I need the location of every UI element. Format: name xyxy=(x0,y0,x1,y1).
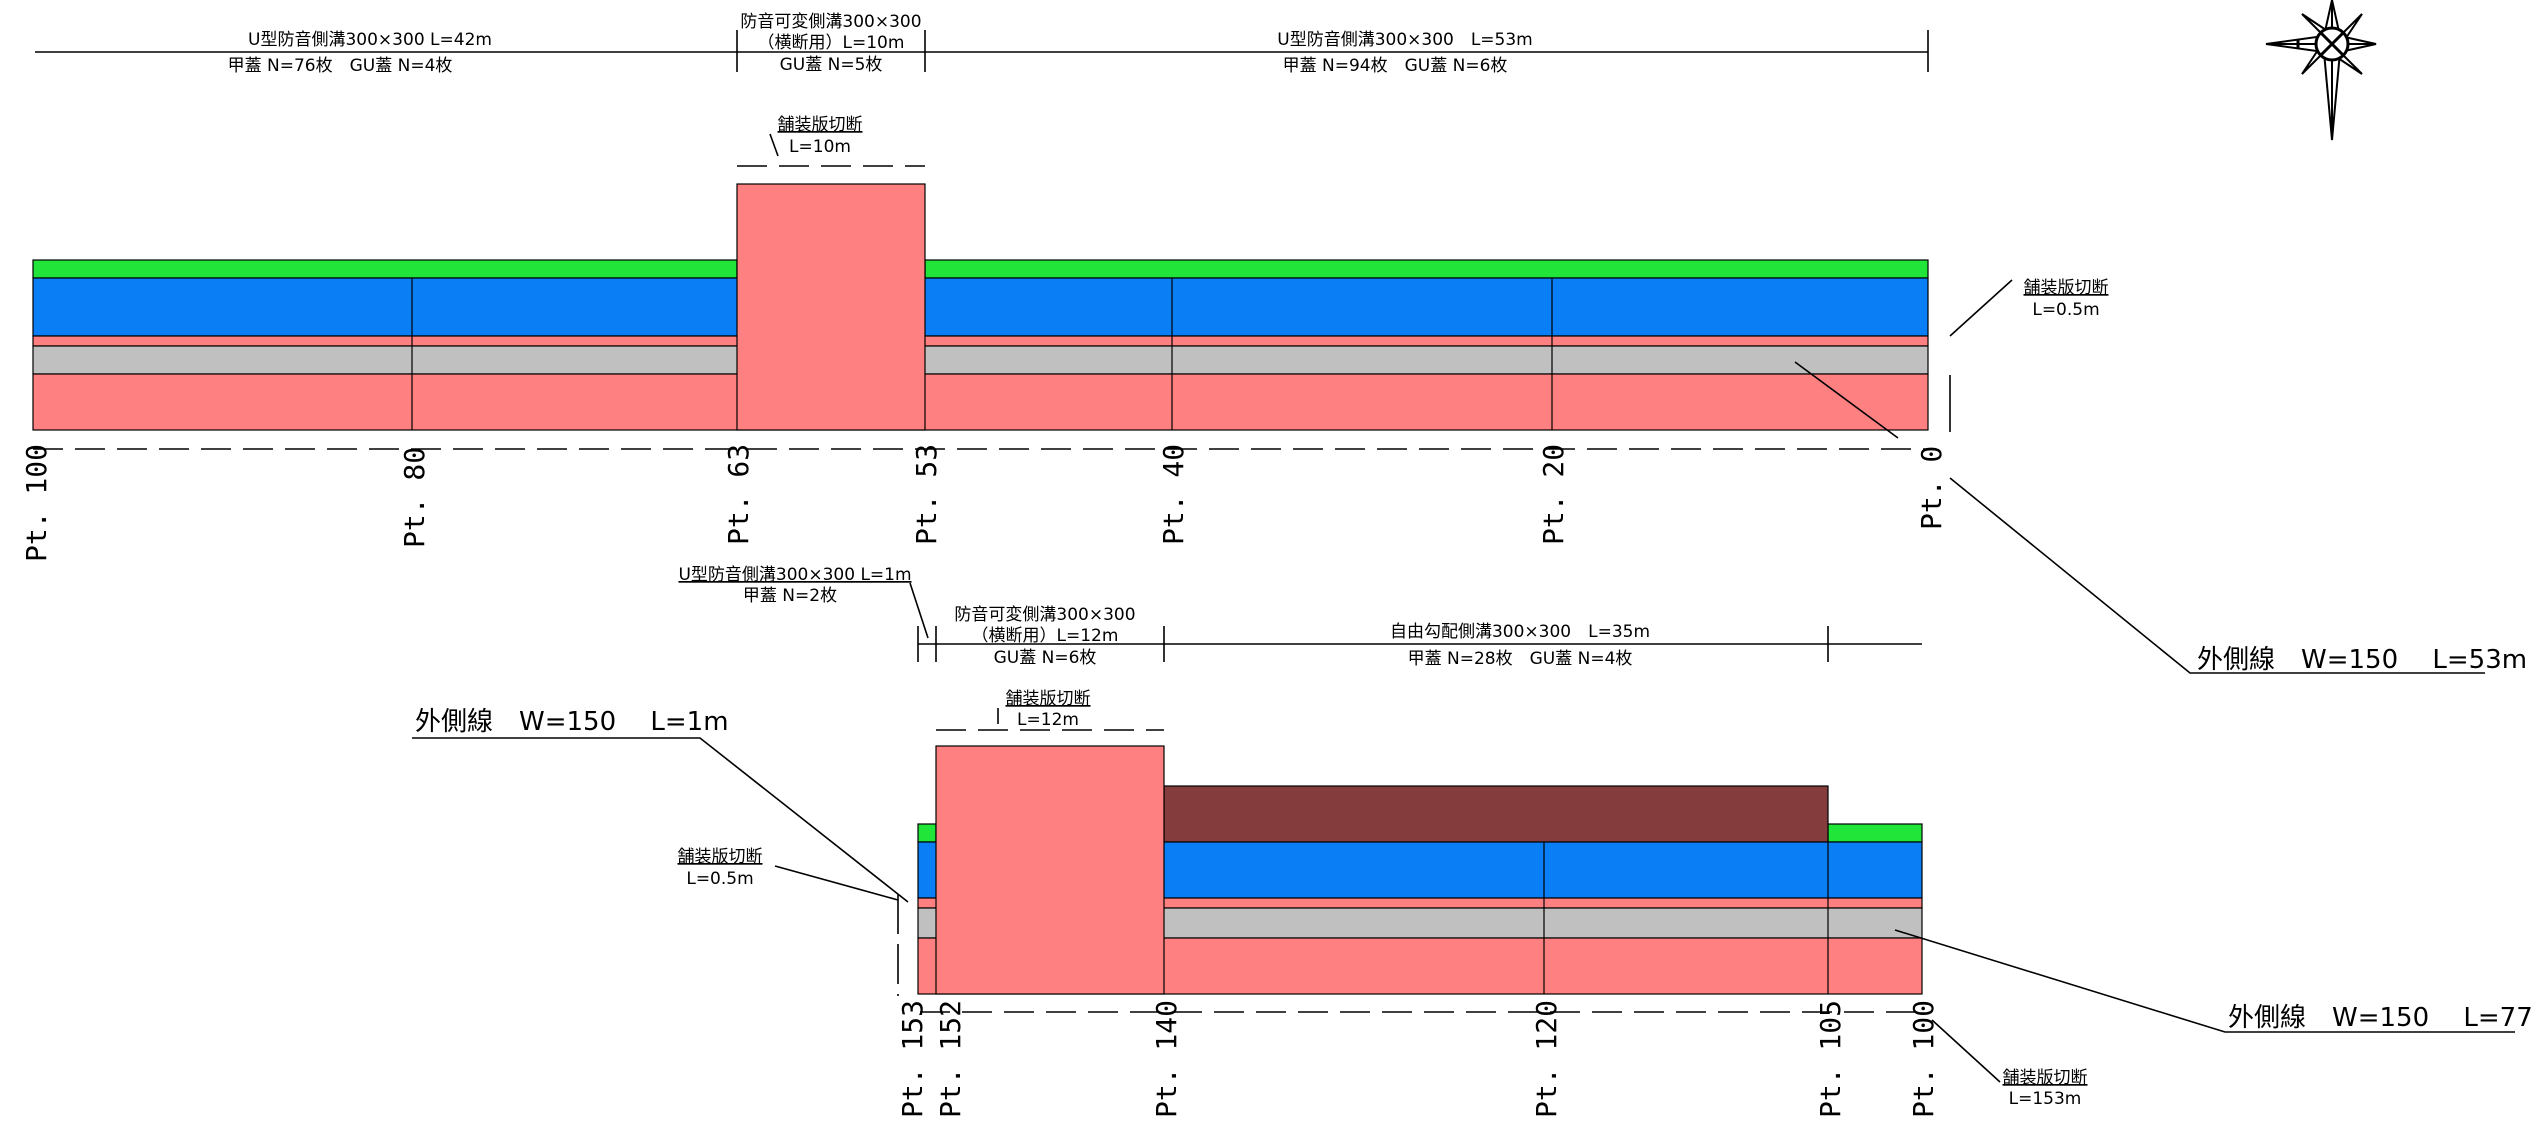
bottom-seg0-line2: 甲蓋 N=2枚 xyxy=(743,586,837,606)
bottom-left-cut-length: L=0.5m xyxy=(686,869,753,889)
top-pink-band xyxy=(32,373,1929,431)
bottom-end-cut-leader xyxy=(1931,1019,2001,1083)
top-point-label: Pt. 40 xyxy=(1157,444,1190,545)
bottom-cut-length: L=12m xyxy=(1017,710,1079,730)
top-seg2-line1: 防音可変側溝300×300 xyxy=(740,12,921,32)
top-cut-length: L=10m xyxy=(789,137,851,157)
top-outer-arrow xyxy=(1794,361,1899,439)
bottom-point-label: Pt. 105 xyxy=(1814,1000,1847,1118)
bottom-left-cut-title: 舗装版切断 xyxy=(678,847,763,867)
bottom-outer-left-label: 外側線 W=150 L=1m xyxy=(415,707,729,737)
bottom-seg2-line2: 甲蓋 N=28枚 GU蓋 N=4枚 xyxy=(1408,649,1633,669)
top-cut-leader xyxy=(769,133,779,157)
bottom-point-label: Pt. 120 xyxy=(1530,1000,1563,1118)
bottom-green-strip xyxy=(1827,823,1923,843)
top-section: U型防音側溝300×300 L=42m 甲蓋 N=76枚 GU蓋 N=4枚 防音… xyxy=(20,12,2527,675)
bottom-left-cut-leader xyxy=(774,865,899,901)
top-cut-title: 舗装版切断 xyxy=(778,115,863,135)
bottom-seg1-line1: 防音可変側溝300×300 xyxy=(954,605,1135,625)
bottom-seg1-line2: （横断用）L=12m xyxy=(972,626,1119,646)
top-green-strip xyxy=(924,259,1929,279)
bottom-outer-left-leader xyxy=(412,737,909,903)
bottom-outer-right-leader xyxy=(1894,929,2515,1033)
bottom-brown-block xyxy=(1163,785,1829,843)
top-point-label: Pt. 80 xyxy=(398,447,431,548)
top-point-label: Pt. 63 xyxy=(722,444,755,545)
top-outer-line-label: 外側線 W=150 L=53m xyxy=(2197,645,2527,675)
top-point-label: Pt. 53 xyxy=(910,444,943,545)
bottom-point-label: Pt. 153 xyxy=(896,1000,929,1118)
bottom-section: U型防音側溝300×300 L=1m 甲蓋 N=2枚 防音可変側溝300×300… xyxy=(412,565,2535,1118)
bottom-seg2-line1: 自由勾配側溝300×300 L=35m xyxy=(1390,622,1650,642)
bottom-end-cut-length: L=153m xyxy=(2009,1089,2082,1109)
top-seg1-line1: U型防音側溝300×300 L=42m xyxy=(248,30,492,50)
top-seg2-line2: （横断用）L=10m xyxy=(758,33,905,53)
north-arrow-compass-icon xyxy=(2265,0,2377,141)
top-seg3-line1: U型防音側溝300×300 L=53m xyxy=(1277,30,1533,50)
top-blue-band xyxy=(32,277,1929,337)
top-crossing-block xyxy=(736,183,926,431)
top-green-strip xyxy=(32,259,738,279)
top-seg2-line3: GU蓋 N=5枚 xyxy=(780,55,883,75)
top-point-label: Pt. 20 xyxy=(1537,444,1570,545)
bottom-seg0-leader xyxy=(909,582,929,639)
bottom-seg0-line1: U型防音側溝300×300 L=1m xyxy=(678,565,911,585)
top-gray-band xyxy=(32,345,1929,375)
bottom-point-label: Pt. 100 xyxy=(1907,1000,1940,1118)
bottom-green-strip xyxy=(917,823,937,843)
top-side-cut-length: L=0.5m xyxy=(2032,300,2099,320)
top-side-cut-leader xyxy=(1949,279,2013,337)
top-point-label: Pt. 100 xyxy=(20,444,53,562)
bottom-end-cut-title: 舗装版切断 xyxy=(2003,1068,2088,1088)
bottom-point-label: Pt. 140 xyxy=(1150,1000,1183,1118)
top-outer-leader xyxy=(1949,477,2485,674)
top-side-cut-title: 舗装版切断 xyxy=(2024,278,2109,298)
bottom-crossing-block xyxy=(935,745,1165,995)
top-pink-thin xyxy=(32,335,1929,347)
bottom-outer-right-label: 外側線 W=150 L=77m xyxy=(2228,1003,2535,1033)
top-seg1-line2: 甲蓋 N=76枚 GU蓋 N=4枚 xyxy=(228,56,453,76)
bottom-seg1-line3: GU蓋 N=6枚 xyxy=(994,648,1097,668)
bottom-point-label: Pt. 152 xyxy=(934,1000,967,1118)
top-seg3-line2: 甲蓋 N=94枚 GU蓋 N=6枚 xyxy=(1283,56,1508,76)
bottom-cut-title: 舗装版切断 xyxy=(1006,689,1091,709)
top-point-label: Pt. 0 xyxy=(1915,446,1948,530)
